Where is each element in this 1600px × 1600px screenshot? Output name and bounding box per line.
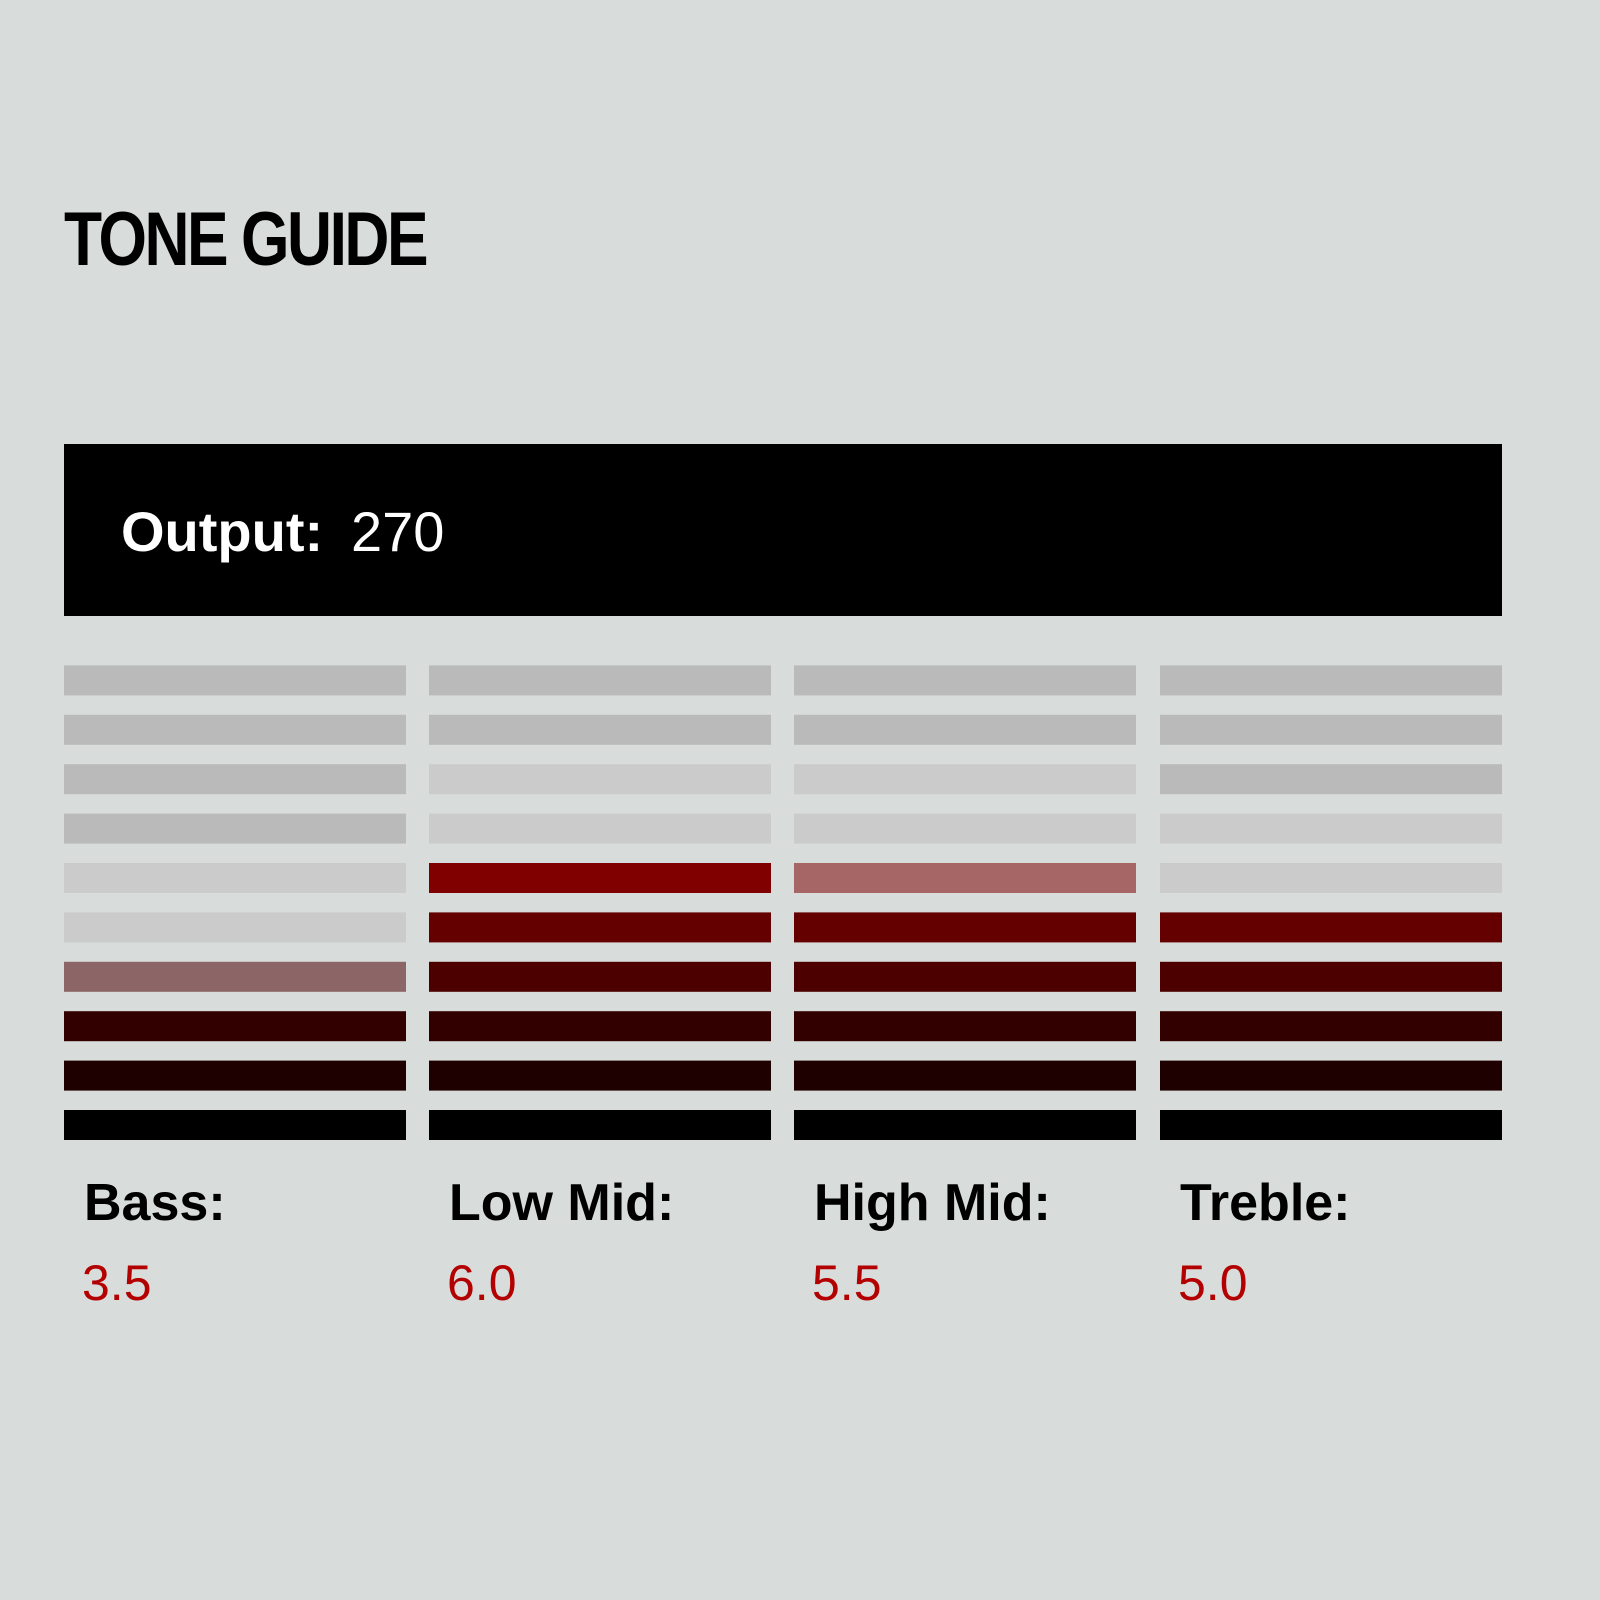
meter-segment bbox=[794, 863, 1136, 893]
meter-segment bbox=[794, 813, 1136, 844]
band-label: Bass: bbox=[84, 1174, 226, 1232]
band-value: 5.0 bbox=[1178, 1255, 1248, 1311]
meter-segment bbox=[1160, 764, 1502, 795]
meter-segment bbox=[64, 961, 406, 992]
band-value: 6.0 bbox=[447, 1255, 517, 1311]
band-label: Low Mid: bbox=[449, 1174, 674, 1232]
output-value: 270 bbox=[351, 500, 445, 563]
meter-segment bbox=[794, 1011, 1136, 1042]
meter-segment bbox=[429, 1011, 771, 1042]
meter-segment bbox=[794, 714, 1136, 745]
meter-segment bbox=[794, 912, 1136, 943]
meter-segment bbox=[429, 912, 771, 943]
band-label: Treble: bbox=[1180, 1174, 1351, 1232]
meter-segment bbox=[429, 714, 771, 745]
band-value: 5.5 bbox=[812, 1255, 882, 1311]
meter-segment bbox=[429, 813, 771, 844]
meter-segment bbox=[64, 1110, 406, 1140]
meter-segment bbox=[64, 714, 406, 745]
meter-segment bbox=[1160, 1011, 1502, 1042]
meter-segment bbox=[64, 912, 406, 943]
meter-segment bbox=[794, 1110, 1136, 1140]
meter-segment bbox=[64, 813, 406, 844]
meter-segment bbox=[1160, 863, 1502, 893]
band-label: High Mid: bbox=[814, 1174, 1051, 1232]
title: TONE GUIDE bbox=[64, 197, 429, 282]
meter-segment bbox=[794, 665, 1136, 696]
meter-segment bbox=[794, 764, 1136, 795]
output-label: Output: bbox=[121, 500, 324, 563]
band-value: 3.5 bbox=[82, 1255, 152, 1311]
meter-segment bbox=[1160, 1110, 1502, 1140]
meter-segment bbox=[429, 1060, 771, 1091]
meter-segment bbox=[1160, 912, 1502, 943]
meter-segment bbox=[794, 1060, 1136, 1091]
meter-segment bbox=[64, 863, 406, 893]
meter-segment bbox=[429, 961, 771, 992]
meter-segment bbox=[1160, 961, 1502, 992]
meter-segment bbox=[1160, 1060, 1502, 1091]
meter-segment bbox=[64, 665, 406, 696]
meter-segment bbox=[1160, 813, 1502, 844]
meter-segment bbox=[1160, 714, 1502, 745]
meter-segment bbox=[794, 961, 1136, 992]
meter-segment bbox=[429, 665, 771, 696]
meter-segment bbox=[1160, 665, 1502, 696]
meter-segment bbox=[429, 764, 771, 795]
output-panel: Output: 270 bbox=[64, 444, 1502, 616]
meter-segment bbox=[64, 764, 406, 795]
meter-segment bbox=[64, 1060, 406, 1091]
meter-segment bbox=[64, 1011, 406, 1042]
meter-segment bbox=[429, 863, 771, 893]
meter-segment bbox=[429, 1110, 771, 1140]
